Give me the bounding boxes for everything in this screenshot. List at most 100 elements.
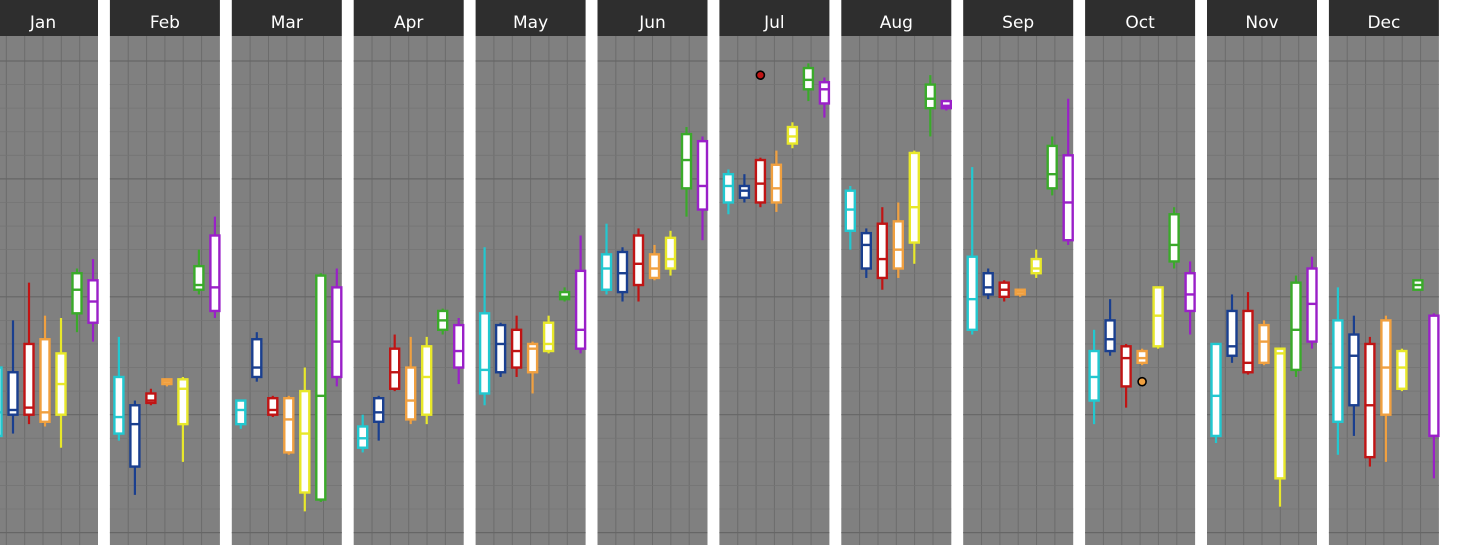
box-body xyxy=(7,371,19,416)
box-body xyxy=(924,83,936,110)
panel-jan: Jan xyxy=(0,0,99,545)
panel-aug: Aug xyxy=(841,0,952,545)
box-apr-series-3 xyxy=(389,334,401,392)
panel-label-apr: Apr xyxy=(394,13,423,33)
box-jul-series-1 xyxy=(722,169,735,215)
panel-background xyxy=(0,36,98,545)
box-body xyxy=(1210,342,1222,438)
box-jul-series-7 xyxy=(818,77,831,118)
box-feb-series-3 xyxy=(145,388,157,406)
box-oct-series-2 xyxy=(1104,299,1116,356)
panel-header xyxy=(109,0,220,36)
box-aug-series-6 xyxy=(924,75,936,137)
panel-label-oct: Oct xyxy=(1125,13,1155,33)
box-may-series-4 xyxy=(526,341,539,394)
box-dec-series-6 xyxy=(1412,279,1424,291)
box-may-series-2 xyxy=(494,322,507,377)
panel-may: May xyxy=(475,0,587,545)
box-apr-series-7 xyxy=(453,318,465,385)
box-body xyxy=(754,158,767,204)
box-jan-series-5 xyxy=(55,318,67,448)
box-body xyxy=(373,396,385,423)
box-body xyxy=(1030,257,1042,275)
panel-header xyxy=(719,0,830,36)
box-apr-series-5 xyxy=(421,336,433,425)
box-oct-series-4 xyxy=(1136,348,1148,366)
panel-apr: Apr xyxy=(353,0,465,545)
box-body xyxy=(1332,319,1344,423)
box-may-series-3 xyxy=(510,315,523,377)
box-body xyxy=(1396,349,1408,390)
box-body xyxy=(209,234,221,313)
box-body xyxy=(389,347,401,390)
box-body xyxy=(129,404,141,468)
box-sep-series-5 xyxy=(1030,249,1042,278)
box-jan-series-2 xyxy=(7,320,19,434)
box-body xyxy=(1348,333,1360,407)
box-oct-series-6 xyxy=(1168,207,1180,269)
box-feb-series-2 xyxy=(129,400,141,495)
box-body xyxy=(600,253,613,291)
box-mar-series-2 xyxy=(251,332,263,382)
box-body xyxy=(39,338,51,423)
box-sep-series-6 xyxy=(1046,136,1058,196)
panel-mar: Mar xyxy=(231,0,343,545)
box-body xyxy=(0,366,3,438)
panel-jun: Jun xyxy=(597,0,709,545)
box-oct-series-5 xyxy=(1152,286,1164,349)
box-body xyxy=(1428,314,1440,438)
box-body xyxy=(1290,281,1302,372)
box-body xyxy=(251,338,263,379)
panel-header xyxy=(963,0,1074,36)
panel-label-nov: Nov xyxy=(1245,13,1278,33)
box-nov-series-4 xyxy=(1258,320,1270,366)
panel-label-mar: Mar xyxy=(271,13,303,33)
panel-label-feb: Feb xyxy=(150,13,180,33)
box-body xyxy=(177,378,189,426)
panel-jul: Jul xyxy=(719,0,831,545)
panel-label-jul: Jul xyxy=(763,13,785,33)
box-body xyxy=(283,396,295,454)
box-jun-series-3 xyxy=(632,228,645,302)
box-nov-series-6 xyxy=(1290,275,1302,377)
panel-header xyxy=(1085,0,1196,36)
panel-header xyxy=(841,0,952,36)
box-body xyxy=(23,342,35,416)
box-jan-series-7 xyxy=(87,259,99,342)
box-body xyxy=(235,399,247,426)
box-jun-series-1 xyxy=(600,223,613,295)
box-body xyxy=(908,151,920,244)
box-body xyxy=(1046,144,1058,190)
panel-nov: Nov xyxy=(1207,0,1318,545)
box-dec-series-4 xyxy=(1380,315,1392,462)
box-body xyxy=(421,345,433,416)
box-feb-series-7 xyxy=(209,216,221,319)
box-jul-series-3 xyxy=(754,157,767,208)
box-body xyxy=(574,269,587,350)
box-aug-series-1 xyxy=(844,185,856,250)
box-oct-series-3 xyxy=(1120,343,1132,408)
box-body xyxy=(892,220,904,270)
box-mar-series-1 xyxy=(235,399,247,429)
panel-header xyxy=(475,0,586,36)
panel-header xyxy=(0,0,98,36)
box-mar-series-5 xyxy=(299,367,311,512)
box-body xyxy=(1258,323,1270,365)
box-body xyxy=(696,139,709,211)
box-jul-series-2 xyxy=(738,174,751,203)
box-oct-series-1 xyxy=(1088,329,1100,425)
box-nov-series-1 xyxy=(1210,342,1222,443)
box-sep-series-4 xyxy=(1014,288,1026,297)
panel-header xyxy=(353,0,464,36)
box-apr-series-6 xyxy=(437,308,449,335)
box-oct-series-7 xyxy=(1184,261,1196,335)
box-body xyxy=(722,172,735,204)
box-jan-series-1 xyxy=(0,366,3,438)
box-sep-series-1 xyxy=(966,167,978,335)
box-dec-series-1 xyxy=(1332,287,1344,455)
panel-header xyxy=(1207,0,1317,36)
box-body xyxy=(71,272,83,315)
box-aug-series-7 xyxy=(940,99,952,111)
panel-sep: Sep xyxy=(963,0,1074,545)
box-may-series-7 xyxy=(574,235,587,354)
